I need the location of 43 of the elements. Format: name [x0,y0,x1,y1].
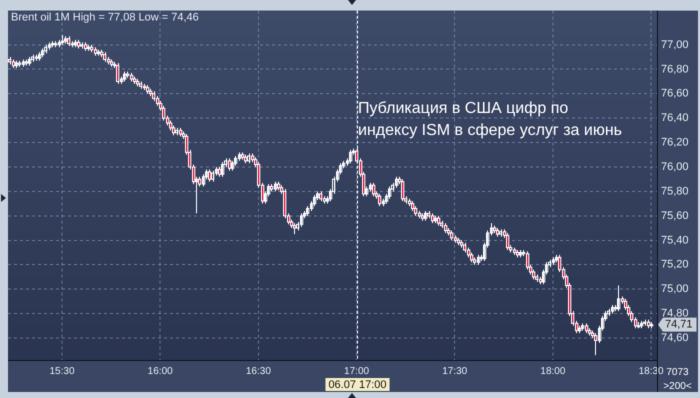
y-tick-label: 76,40 [661,112,689,124]
y-tick-label: 76,20 [661,136,689,149]
y-tick-label: 74,60 [661,332,689,344]
candlestick [202,174,206,188]
y-tick-label: 76,80 [661,63,689,76]
candlestick [123,71,126,82]
annotation: Публикация в США цифр по индексу ISM в сфере услуг за июнь [358,99,623,141]
annotation: 74,71 [665,318,693,331]
y-tick-label: 75,40 [661,234,689,246]
y-tick-label: 76,60 [661,88,689,100]
candlestick [247,153,250,164]
candlestick [313,194,316,207]
x-tick-label: 18:00 [540,366,566,377]
text: >200< [663,380,692,392]
chart-title: Brent oil 1M High = 77,08 Low = 74,46 [11,12,199,24]
y-tick-label: 74,80 [661,308,689,320]
candlestick [617,284,620,312]
y-tick-label: 76,00 [661,161,689,174]
y-tick-label: 75,80 [661,185,689,198]
y-tick-label: 77,00 [661,38,689,51]
x-tick-label: 15:30 [49,366,75,377]
candlestick [395,176,398,188]
y-tick-label: 75,00 [661,283,689,296]
x-tick-label: 16:00 [148,366,174,377]
x-tick-label: 17:00 [344,366,370,377]
candlestick [274,181,278,192]
ref-line-label: 06.07 17:00 [328,379,387,392]
candlestick [211,170,214,182]
x-tick-label: 18:30 [638,366,664,377]
candlestick [221,162,224,178]
candlestick [231,160,234,172]
candlestick [424,210,428,222]
x-tick-label: 17:30 [442,366,468,377]
candlestick [349,149,352,164]
candlestick [388,186,392,200]
candlestick [61,34,64,46]
candlestick [234,155,238,166]
text: 7073 [666,366,690,378]
candlestick [300,212,304,228]
x-tick-label: 16:30 [246,366,272,377]
y-tick-label: 75,60 [661,210,689,222]
candlestick [477,254,480,266]
y-tick-label: 75,20 [661,258,689,271]
